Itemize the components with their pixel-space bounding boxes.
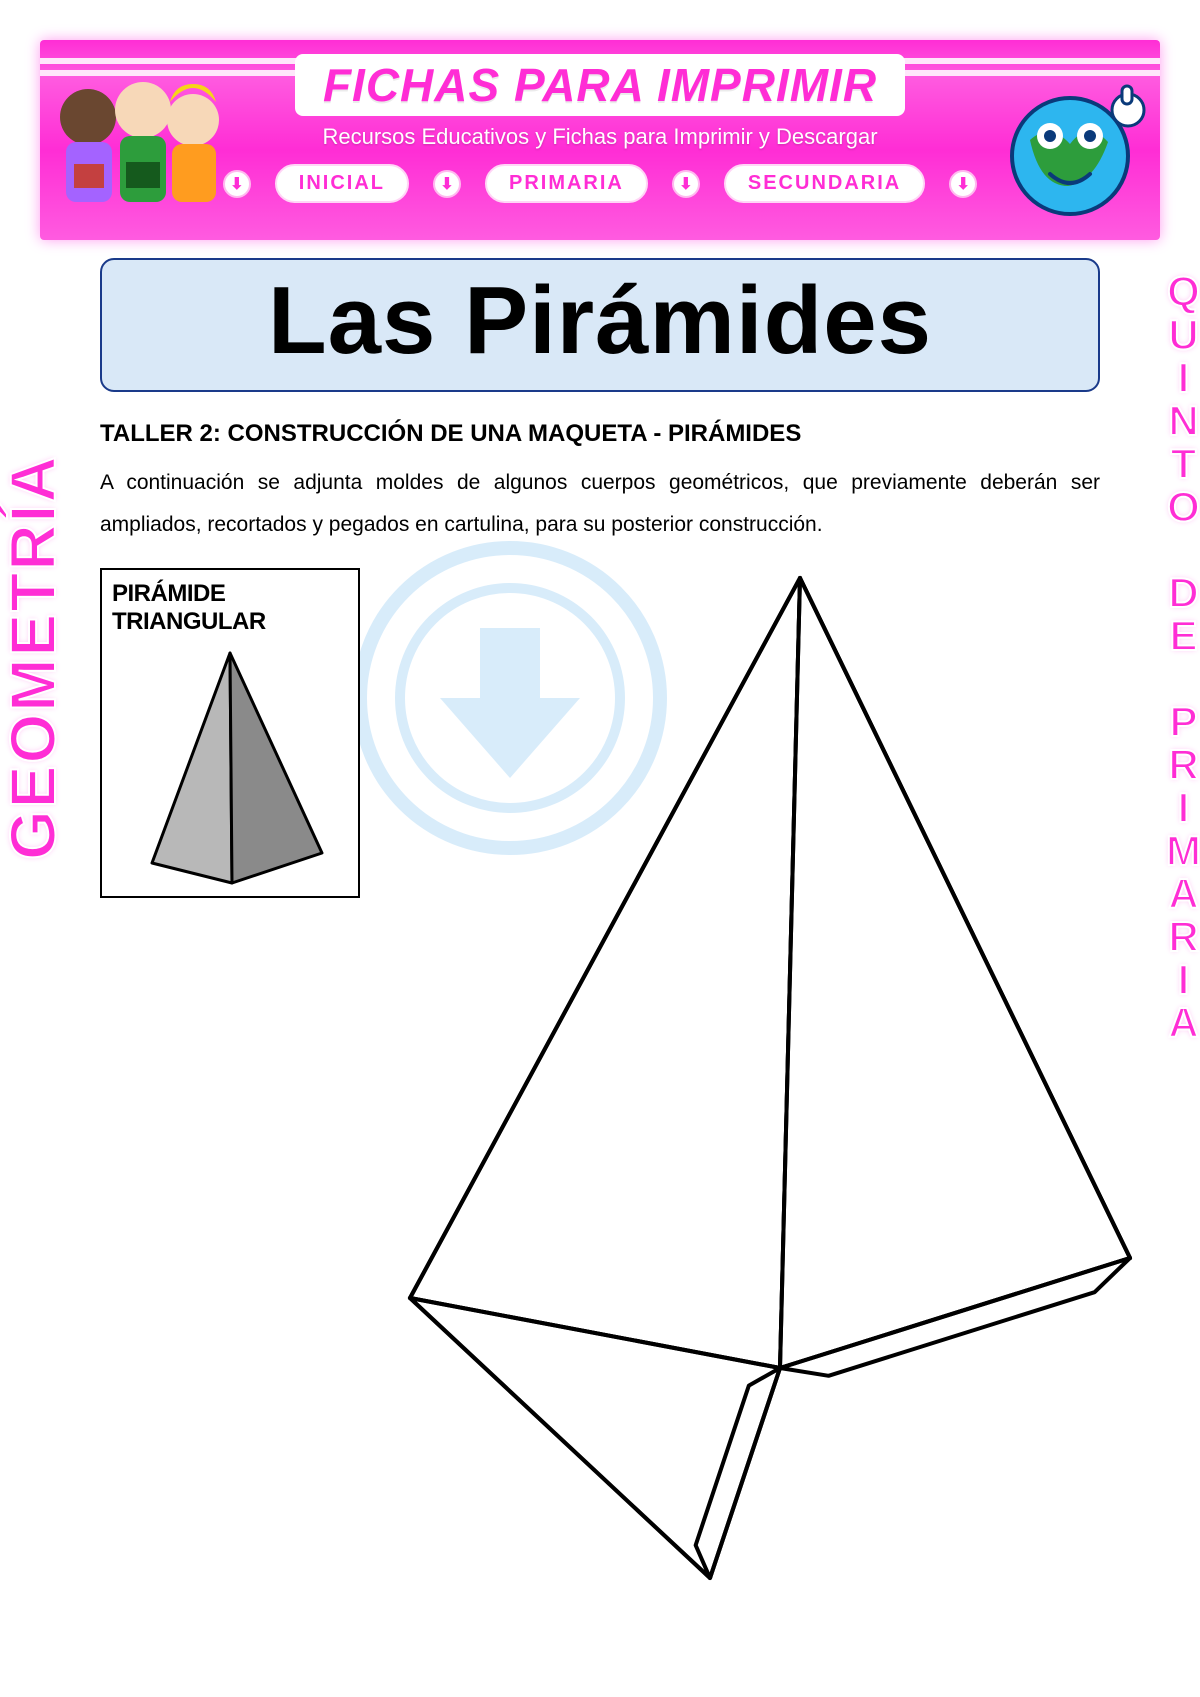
pill-secundaria: SECUNDARIA	[724, 164, 925, 203]
globe-mascot-icon	[990, 70, 1150, 230]
banner-level-pills: ⬇ INICIAL ⬇ PRIMARIA ⬇ SECUNDARIA ⬇	[223, 164, 977, 203]
download-icon: ⬇	[433, 170, 461, 198]
side-label-right: QUINTO DE PRIMARIA	[1162, 268, 1200, 1042]
main-content: Las Pirámides TALLER 2: CONSTRUCCIÓN DE …	[100, 258, 1100, 1667]
banner-subtitle: Recursos Educativos y Fichas para Imprim…	[322, 124, 877, 150]
small-pyramid-label-line2: TRIANGULAR	[112, 608, 266, 635]
pyramid-net-diagram	[260, 538, 1160, 1598]
page-title: Las Pirámides	[130, 266, 1070, 376]
side-label-left: GEOMETRÍA	[0, 454, 70, 860]
banner-title: FICHAS PARA IMPRIMIR	[295, 54, 905, 116]
download-icon: ⬇	[672, 170, 700, 198]
pill-inicial: INICIAL	[275, 164, 409, 203]
kids-illustration	[48, 62, 228, 232]
pill-primaria: PRIMARIA	[485, 164, 648, 203]
header-banner: FICHAS PARA IMPRIMIR Recursos Educativos…	[40, 40, 1160, 240]
download-icon: ⬇	[949, 170, 977, 198]
figure-area: PIRÁMIDE TRIANGULAR	[100, 568, 1100, 1618]
small-pyramid-label-line1: PIRÁMIDE	[112, 580, 225, 607]
workshop-heading: TALLER 2: CONSTRUCCIÓN DE UNA MAQUETA - …	[100, 420, 1100, 448]
page-title-box: Las Pirámides	[100, 258, 1100, 392]
